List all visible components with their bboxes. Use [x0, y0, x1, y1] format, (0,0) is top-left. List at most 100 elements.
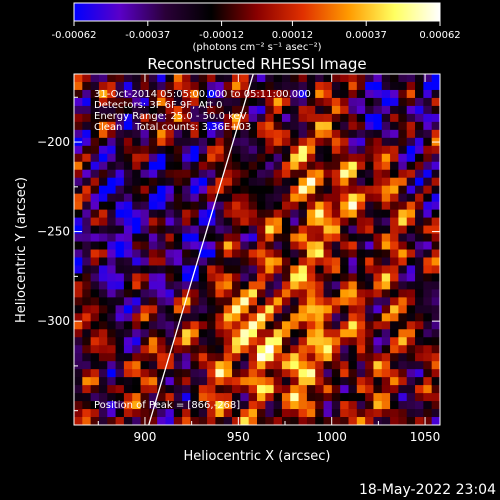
heatmap-cell	[406, 417, 416, 425]
heatmap-cell	[415, 249, 424, 259]
heatmap-cell	[273, 113, 283, 123]
heatmap-cell	[348, 401, 358, 410]
heatmap-cell	[281, 361, 291, 370]
colorbar-tick-label: -0.00012	[199, 30, 244, 41]
heatmap-cell	[298, 289, 308, 298]
heatmap-cell	[132, 169, 142, 179]
heatmap-cell	[82, 369, 92, 378]
heatmap-cell	[257, 153, 266, 163]
heatmap-cell	[132, 74, 142, 83]
heatmap-cell	[298, 273, 308, 283]
heatmap-cell	[173, 153, 183, 163]
heatmap-cell	[265, 145, 275, 155]
heatmap-cell	[115, 209, 125, 219]
heatmap-cell	[323, 249, 333, 259]
heatmap-cell	[165, 81, 175, 91]
heatmap-cell	[190, 417, 200, 425]
heatmap-cell	[265, 129, 275, 139]
heatmap-cell	[348, 161, 358, 171]
heatmap-cell	[406, 129, 416, 139]
heatmap-cell	[98, 241, 108, 251]
heatmap-cell	[207, 193, 217, 203]
heatmap-cell	[257, 385, 266, 394]
heatmap-cell	[415, 321, 424, 330]
heatmap-cell	[315, 185, 325, 195]
heatmap-cell	[140, 265, 150, 275]
heatmap-cell	[257, 401, 266, 410]
heatmap-cell	[331, 281, 341, 290]
heatmap-cell	[165, 121, 175, 131]
heatmap-cell	[290, 337, 300, 346]
heatmap-cell	[281, 313, 291, 322]
heatmap-cell	[381, 97, 391, 107]
heatmap-cell	[315, 225, 325, 235]
heatmap-cell	[340, 337, 350, 346]
heatmap-cell	[215, 81, 225, 91]
heatmap-cell	[223, 297, 233, 306]
heatmap-cell	[315, 409, 325, 418]
heatmap-cell	[232, 257, 241, 267]
heatmap-cell	[115, 193, 125, 203]
heatmap-cell	[423, 321, 433, 330]
detectors-annotation: Detectors: 3F 6F 9F, Att 0	[94, 100, 222, 111]
heatmap-cell	[265, 369, 275, 378]
heatmap-cell	[248, 345, 258, 354]
heatmap-cell	[90, 257, 100, 267]
heatmap-cell	[165, 97, 175, 107]
heatmap-cell	[123, 265, 133, 275]
heatmap-cell	[298, 305, 308, 314]
heatmap-cell	[381, 265, 391, 275]
heatmap-cell	[273, 361, 283, 370]
heatmap-cell	[207, 313, 217, 322]
heatmap-cell	[381, 337, 391, 346]
heatmap-cell	[182, 313, 192, 322]
heatmap-cell	[398, 177, 408, 187]
heatmap-cell	[315, 289, 325, 298]
heatmap-cell	[281, 369, 291, 378]
heatmap-cell	[107, 81, 117, 91]
heatmap-cell	[423, 185, 433, 195]
x-tick-label: 950	[227, 430, 250, 444]
heatmap-cell	[415, 225, 424, 235]
heatmap-cell	[107, 409, 117, 418]
heatmap-cell	[223, 369, 233, 378]
heatmap-cell	[123, 113, 133, 123]
heatmap-cell	[281, 137, 291, 147]
heatmap-cell	[190, 409, 200, 418]
heatmap-cell	[107, 121, 117, 131]
heatmap-cell	[265, 137, 275, 147]
heatmap-cell	[406, 161, 416, 171]
heatmap-cell	[431, 305, 440, 314]
heatmap-cell	[406, 113, 416, 123]
heatmap-cell	[207, 249, 217, 259]
heatmap-cell	[98, 201, 108, 211]
heatmap-cell	[273, 313, 283, 322]
heatmap-cell	[140, 393, 150, 402]
heatmap-cell	[248, 385, 258, 394]
heatmap-cell	[348, 233, 358, 243]
heatmap-cell	[415, 385, 424, 394]
heatmap-cell	[265, 273, 275, 283]
heatmap-cell	[182, 137, 192, 147]
heatmap-cell	[132, 353, 142, 362]
heatmap-cell	[381, 81, 391, 91]
heatmap-cell	[348, 393, 358, 402]
heatmap-cell	[123, 137, 133, 147]
heatmap-cell	[207, 289, 217, 298]
heatmap-cell	[273, 329, 283, 338]
heatmap-cell	[182, 273, 192, 283]
heatmap-cell	[223, 273, 233, 283]
heatmap-cell	[157, 233, 167, 243]
heatmap-cell	[140, 193, 150, 203]
heatmap-cell	[165, 385, 175, 394]
heatmap-cell	[107, 153, 117, 163]
heatmap-cell	[306, 177, 316, 187]
heatmap-cell	[190, 209, 200, 219]
y-tick-label: −250	[37, 225, 70, 239]
heatmap-cell	[232, 297, 241, 306]
heatmap-cell	[207, 169, 217, 179]
heatmap-cell	[390, 329, 400, 338]
heatmap-cell	[398, 233, 408, 243]
heatmap-cell	[190, 233, 200, 243]
heatmap-cell	[265, 289, 275, 298]
